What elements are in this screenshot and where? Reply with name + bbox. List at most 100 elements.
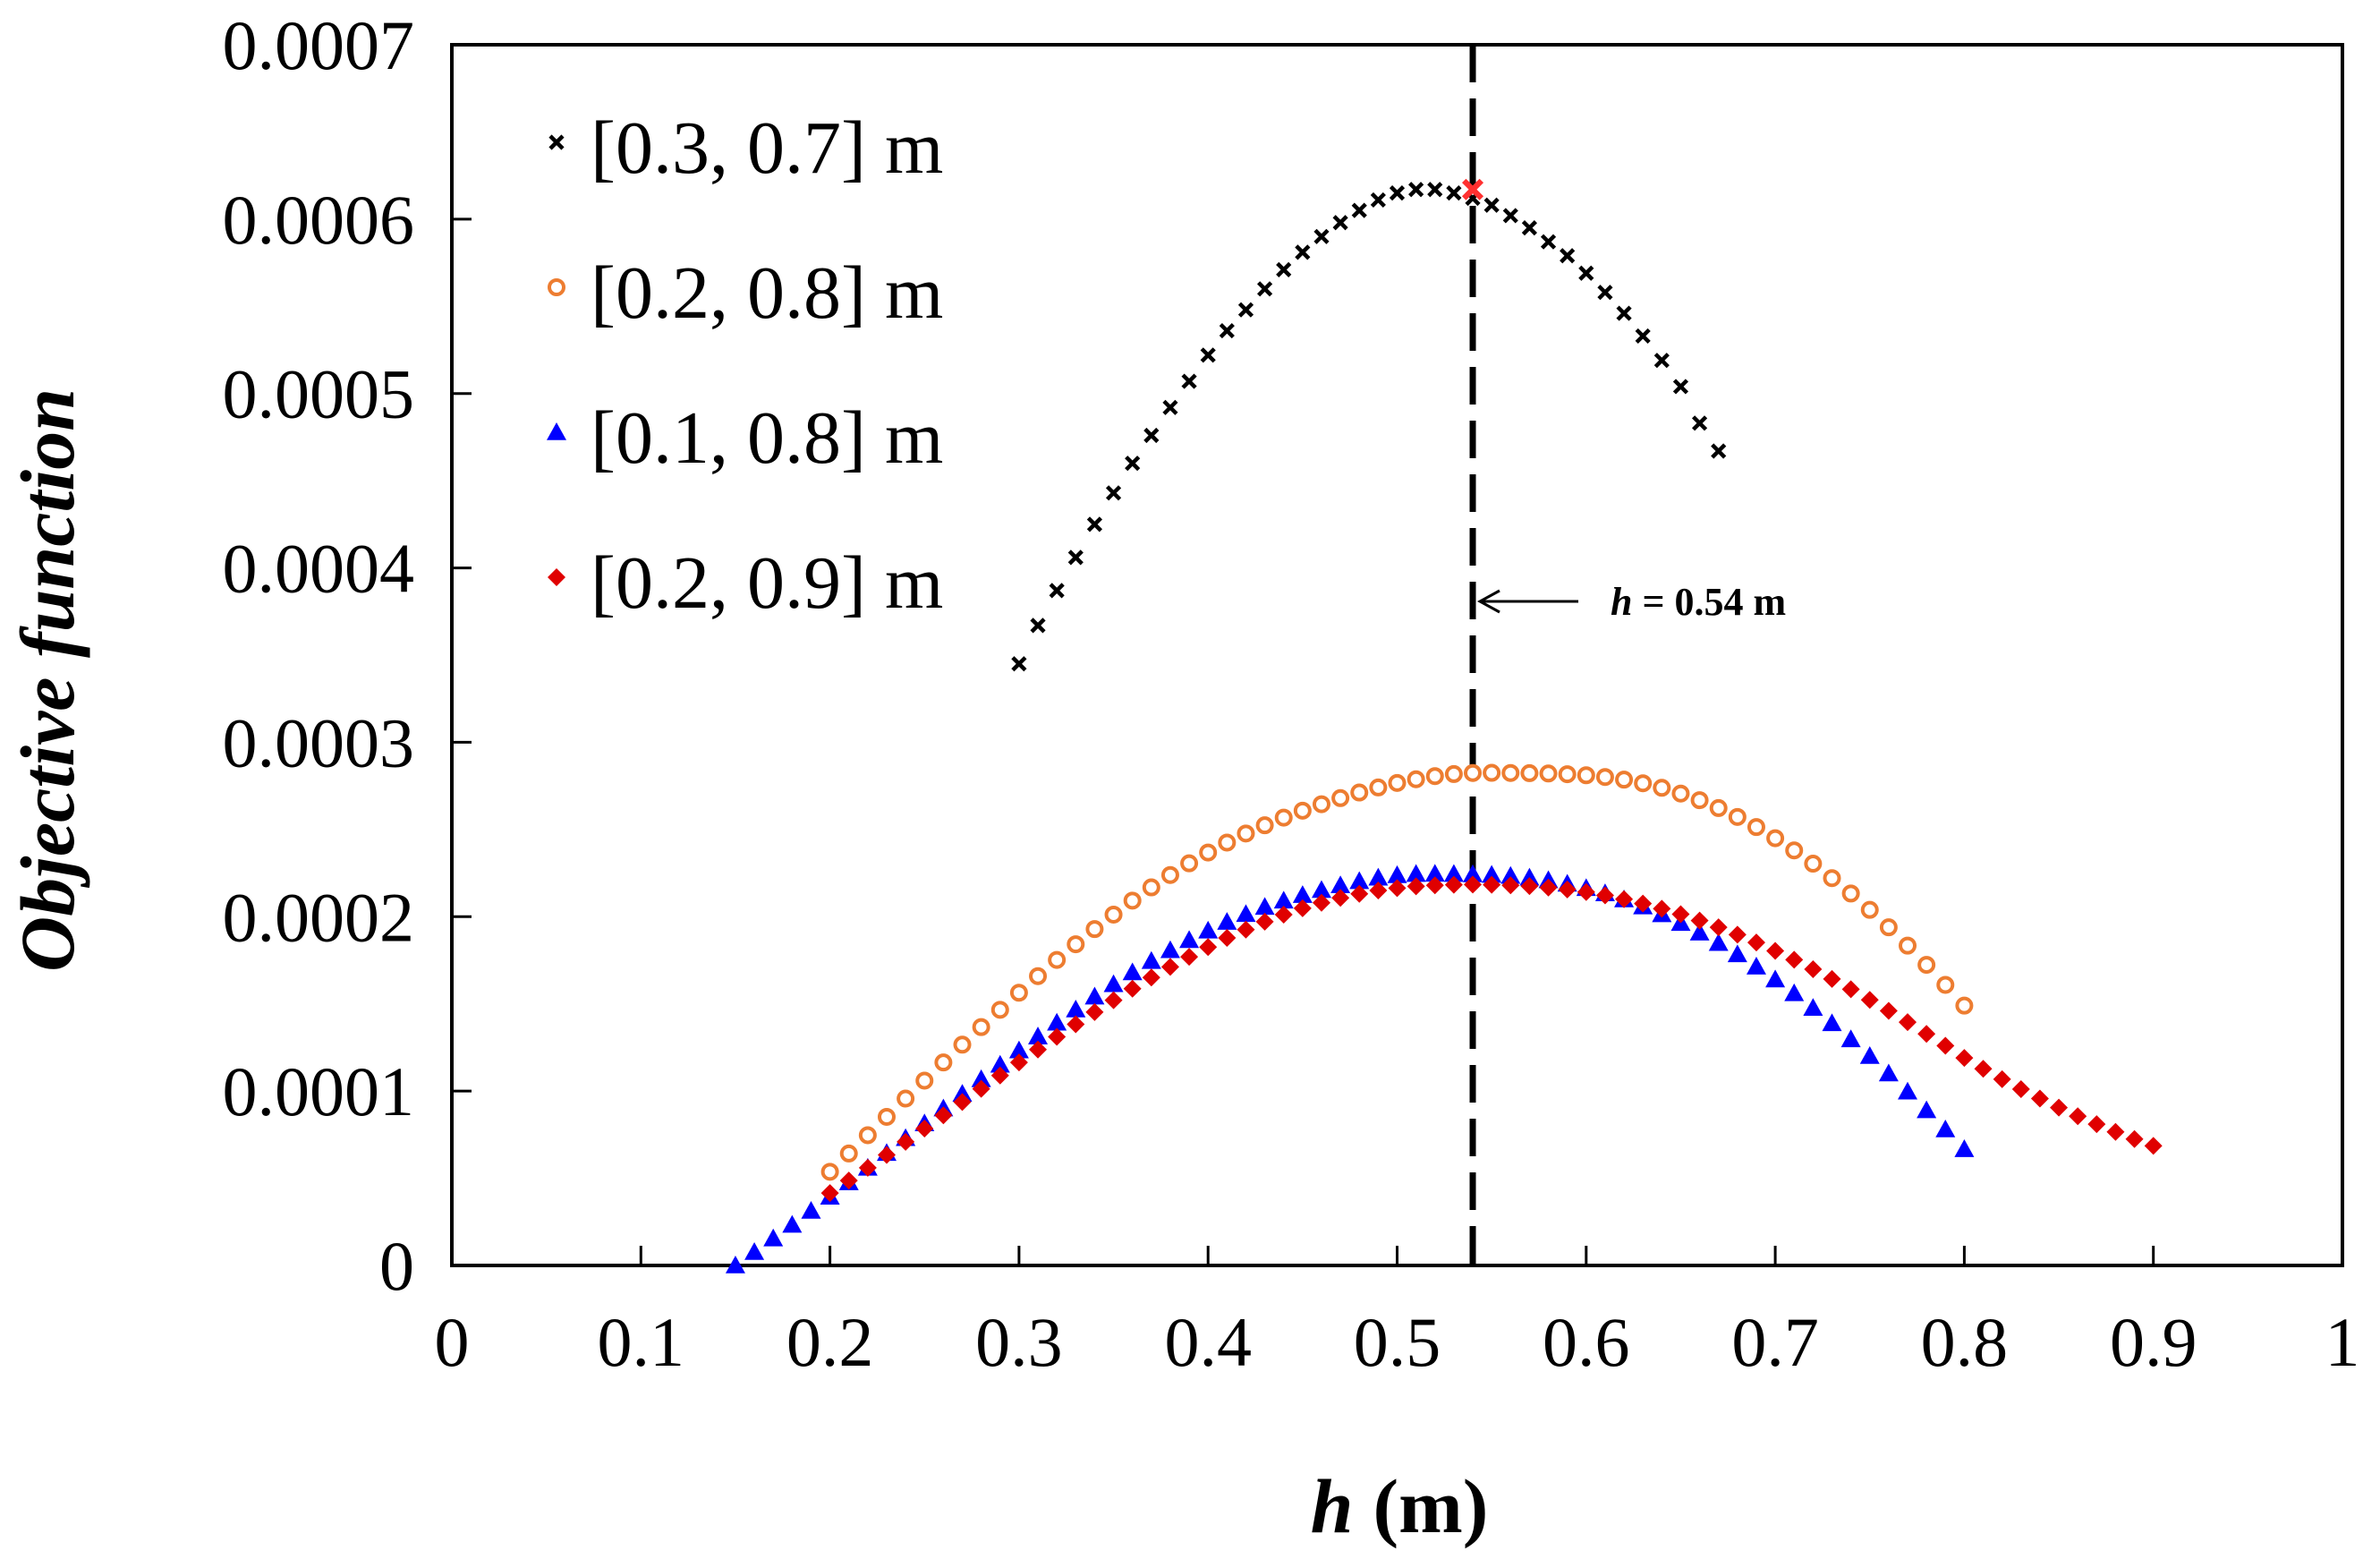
data-point xyxy=(1387,865,1407,883)
data-point xyxy=(744,1241,765,1260)
data-point xyxy=(1785,950,1804,969)
data-point xyxy=(1029,1040,1048,1059)
data-point xyxy=(1616,305,1632,321)
data-point xyxy=(1766,941,1785,960)
data-point xyxy=(1898,1081,1918,1100)
data-point xyxy=(1558,880,1577,899)
data-point xyxy=(1578,265,1594,281)
data-point xyxy=(2144,1137,2163,1155)
series-2 xyxy=(725,864,1975,1274)
data-point xyxy=(1104,991,1123,1010)
data-point xyxy=(1160,958,1179,976)
x-axis-title: h (m) xyxy=(1311,1463,1489,1549)
data-point xyxy=(1180,948,1199,967)
data-point xyxy=(1218,833,1237,852)
data-point xyxy=(1369,882,1388,900)
data-point xyxy=(1123,979,1142,998)
x-tick-label: 0.2 xyxy=(786,1303,874,1381)
x-tick-label: 0.9 xyxy=(2110,1303,2197,1381)
data-point xyxy=(1444,875,1463,894)
data-point xyxy=(1085,920,1104,939)
data-point xyxy=(1464,875,1483,894)
data-point xyxy=(1237,824,1255,843)
legend-label: [0.3, 0.7] m xyxy=(591,106,943,190)
data-point xyxy=(1539,878,1558,897)
data-point xyxy=(1331,788,1350,807)
data-point xyxy=(1162,399,1178,415)
data-point xyxy=(990,1066,1009,1085)
x-tick-label: 0.7 xyxy=(1731,1303,1819,1381)
data-point xyxy=(1823,869,1841,888)
data-point xyxy=(1368,867,1389,886)
data-point xyxy=(1936,1036,1955,1055)
data-point xyxy=(1765,969,1786,988)
data-point xyxy=(1444,764,1463,783)
data-point xyxy=(1350,884,1369,903)
legend-label: [0.2, 0.8] m xyxy=(591,251,943,335)
data-point xyxy=(1273,890,1294,909)
data-point xyxy=(820,1163,839,1181)
data-point xyxy=(1672,379,1689,395)
data-point xyxy=(915,1071,934,1090)
data-point xyxy=(1747,818,1765,837)
data-point xyxy=(1501,763,1520,782)
data-point xyxy=(1255,912,1274,931)
data-point xyxy=(1746,957,1766,975)
data-point xyxy=(1482,865,1502,883)
data-point xyxy=(1653,353,1670,369)
data-point xyxy=(1351,202,1367,218)
data-point xyxy=(1483,875,1501,894)
x-tick-label: 0.1 xyxy=(598,1303,685,1381)
data-point xyxy=(1974,1060,1993,1078)
data-point xyxy=(820,1184,839,1203)
data-point xyxy=(1122,962,1143,981)
x-axis-unit: (m) xyxy=(1373,1463,1488,1549)
legend-marker xyxy=(547,422,566,440)
data-point xyxy=(1539,764,1558,783)
data-point xyxy=(877,1107,896,1126)
data-point xyxy=(1125,456,1141,472)
data-point xyxy=(1899,936,1917,955)
data-point xyxy=(1086,516,1103,532)
annotation-label: h = 0.54 m xyxy=(1611,580,1786,624)
data-point xyxy=(1540,234,1557,250)
data-point xyxy=(1123,891,1142,910)
data-point xyxy=(1388,773,1407,792)
data-point xyxy=(1407,770,1425,788)
data-point xyxy=(782,1214,803,1233)
x-axis-variable: h xyxy=(1311,1463,1354,1549)
data-point xyxy=(1463,864,1483,882)
series-0 xyxy=(1011,182,1727,672)
data-point xyxy=(1141,950,1161,969)
data-point xyxy=(1691,415,1708,431)
data-point xyxy=(1066,999,1086,1018)
x-tick-label: 0 xyxy=(435,1303,470,1381)
data-point xyxy=(1408,182,1424,198)
data-point xyxy=(1841,980,1860,999)
data-point xyxy=(1464,763,1483,782)
data-point xyxy=(1709,918,1728,937)
data-point xyxy=(1256,281,1273,297)
legend-marker xyxy=(548,134,565,150)
data-point xyxy=(1634,774,1653,793)
data-point xyxy=(952,1084,973,1103)
data-point xyxy=(2106,1122,2125,1141)
data-point xyxy=(1424,864,1445,882)
data-point xyxy=(1293,801,1312,820)
data-point xyxy=(1181,373,1197,389)
data-point xyxy=(2125,1129,2144,1148)
data-point xyxy=(1521,220,1538,236)
data-point xyxy=(1331,889,1350,907)
data-point xyxy=(1048,1027,1067,1046)
data-point xyxy=(1332,215,1348,231)
optimum-point xyxy=(1461,178,1484,200)
data-point xyxy=(858,1158,877,1177)
y-tick-label: 0 xyxy=(379,1227,414,1305)
annotation-arrow-head xyxy=(1476,589,1500,614)
data-point xyxy=(1520,763,1539,782)
data-point xyxy=(1219,322,1235,339)
data-point xyxy=(1955,996,1974,1015)
data-point xyxy=(2030,1089,2049,1108)
x-tick-label: 1 xyxy=(2325,1303,2360,1381)
data-point xyxy=(1822,1013,1842,1032)
